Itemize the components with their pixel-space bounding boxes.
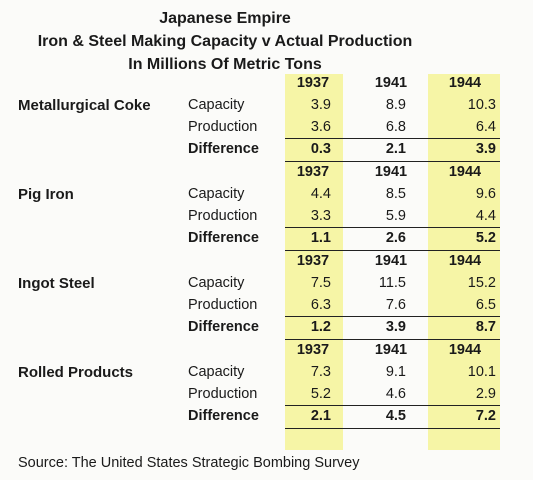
highlight-column-1937 (285, 74, 343, 450)
value-cell: 4.6 (385, 386, 406, 402)
value-cell: 9.6 (475, 186, 496, 202)
value-cell: 11.5 (378, 275, 406, 291)
value-cell: 9.1 (385, 364, 406, 380)
difference-rule (285, 405, 500, 406)
year-header-1941: 1941 (374, 342, 408, 358)
year-header-1937: 1937 (296, 75, 330, 91)
section-bottom-rule (285, 339, 500, 340)
year-header-1941: 1941 (374, 75, 408, 91)
value-cell: 3.9 (310, 97, 331, 113)
value-cell: 10.1 (467, 364, 496, 380)
year-header-1944: 1944 (448, 253, 482, 269)
value-cell: 3.3 (310, 208, 331, 224)
value-cell: 4.4 (475, 208, 496, 224)
value-cell: 10.3 (467, 97, 496, 113)
year-header-1941: 1941 (374, 164, 408, 180)
title-line-2: Iron & Steel Making Capacity v Actual Pr… (37, 33, 413, 50)
row-label-difference: Difference (188, 141, 259, 157)
source-note: Source: The United States Strategic Bomb… (18, 455, 360, 471)
row-label-difference: Difference (188, 230, 259, 246)
value-cell: 8.7 (475, 319, 496, 335)
title-line-1: Japanese Empire (159, 10, 291, 27)
value-cell: 2.1 (385, 141, 406, 157)
row-label-production: Production (188, 119, 258, 135)
row-label-difference: Difference (188, 408, 259, 424)
section-bottom-rule (285, 428, 500, 429)
row-label-production: Production (188, 297, 258, 313)
value-cell: 4.5 (385, 408, 406, 424)
section-label: Rolled Products (18, 364, 134, 381)
value-cell: 6.3 (310, 297, 331, 313)
section-label: Pig Iron (18, 186, 74, 203)
year-header-1944: 1944 (448, 342, 482, 358)
value-cell: 7.5 (310, 275, 331, 291)
value-cell: 2.9 (475, 386, 496, 402)
title-line-3: In Millions Of Metric Tons (128, 56, 322, 73)
row-label-capacity: Capacity (188, 97, 245, 113)
row-label-difference: Difference (188, 319, 259, 335)
year-header-1937: 1937 (296, 164, 330, 180)
year-header-1944: 1944 (448, 164, 482, 180)
value-cell: 7.6 (385, 297, 406, 313)
value-cell: 2.1 (310, 408, 331, 424)
value-cell: 4.4 (310, 186, 331, 202)
value-cell: 6.4 (475, 119, 496, 135)
value-cell: 7.3 (310, 364, 331, 380)
row-label-capacity: Capacity (188, 275, 245, 291)
highlight-column-1944 (428, 74, 500, 450)
value-cell: 0.3 (310, 141, 331, 157)
value-cell: 7.2 (475, 408, 496, 424)
row-label-capacity: Capacity (188, 186, 245, 202)
value-cell: 5.9 (385, 208, 406, 224)
difference-rule (285, 316, 500, 317)
year-header-1944: 1944 (448, 75, 482, 91)
value-cell: 2.6 (385, 230, 406, 246)
value-cell: 6.8 (385, 119, 406, 135)
year-header-1941: 1941 (374, 253, 408, 269)
value-cell: 6.5 (475, 297, 496, 313)
value-cell: 3.9 (385, 319, 406, 335)
value-cell: 1.1 (310, 230, 331, 246)
section-bottom-rule (285, 161, 500, 162)
value-cell: 15.2 (467, 275, 496, 291)
value-cell: 5.2 (310, 386, 331, 402)
section-bottom-rule (285, 250, 500, 251)
value-cell: 1.2 (310, 319, 331, 335)
year-header-1937: 1937 (296, 253, 330, 269)
value-cell: 3.6 (310, 119, 331, 135)
year-header-1937: 1937 (296, 342, 330, 358)
difference-rule (285, 138, 500, 139)
value-cell: 3.9 (475, 141, 496, 157)
row-label-production: Production (188, 208, 258, 224)
value-cell: 8.9 (385, 97, 406, 113)
value-cell: 5.2 (475, 230, 496, 246)
value-cell: 8.5 (385, 186, 406, 202)
section-label: Ingot Steel (18, 275, 95, 292)
row-label-production: Production (188, 386, 258, 402)
difference-rule (285, 227, 500, 228)
row-label-capacity: Capacity (188, 364, 245, 380)
section-label: Metallurgical Coke (18, 97, 151, 114)
